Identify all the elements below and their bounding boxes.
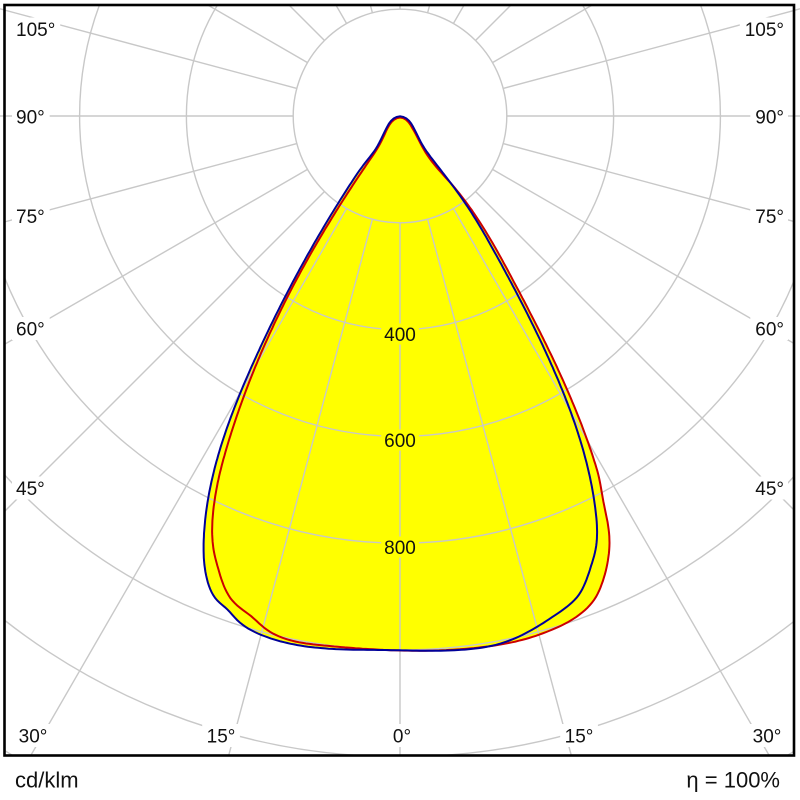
svg-text:η = 100%: η = 100%: [686, 768, 780, 793]
svg-text:105°: 105°: [16, 20, 55, 41]
svg-text:90°: 90°: [755, 107, 784, 128]
svg-text:90°: 90°: [16, 107, 45, 128]
svg-text:0°: 0°: [393, 726, 411, 747]
svg-text:105°: 105°: [745, 20, 784, 41]
svg-text:75°: 75°: [16, 207, 45, 228]
svg-text:60°: 60°: [16, 319, 45, 340]
svg-text:cd/klm: cd/klm: [15, 768, 79, 793]
svg-text:45°: 45°: [755, 479, 784, 500]
svg-text:30°: 30°: [753, 726, 782, 747]
svg-text:600: 600: [384, 431, 416, 452]
svg-text:15°: 15°: [565, 726, 594, 747]
svg-text:60°: 60°: [755, 319, 784, 340]
svg-text:45°: 45°: [16, 479, 45, 500]
svg-text:400: 400: [384, 325, 416, 346]
svg-text:30°: 30°: [19, 726, 48, 747]
svg-text:15°: 15°: [207, 726, 236, 747]
svg-text:800: 800: [384, 538, 416, 559]
svg-text:75°: 75°: [755, 207, 784, 228]
